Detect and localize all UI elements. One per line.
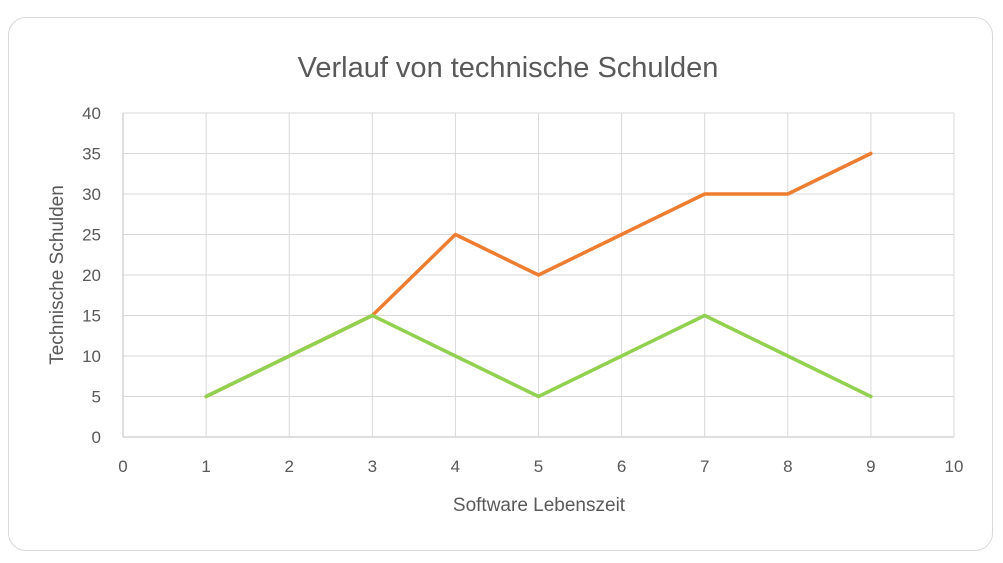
y-tick-label: 30 [82,185,101,204]
y-tick-label: 5 [92,388,101,407]
y-tick-label: 20 [82,266,101,285]
y-tick-label: 35 [82,145,101,164]
x-tick-label: 8 [783,457,792,476]
y-tick-label: 0 [92,428,101,447]
x-tick-label: 7 [700,457,709,476]
y-tick-label: 25 [82,226,101,245]
x-tick-label: 4 [451,457,460,476]
series-lines [204,151,873,399]
y-tick-label: 40 [82,104,101,123]
series-line-2 [204,313,873,399]
x-axis-label: Software Lebenszeit [453,495,626,516]
x-tick-label: 6 [617,457,626,476]
chart-title: Verlauf von technische Schulden [298,52,719,84]
x-tick-label: 2 [284,457,293,476]
x-tick-label: 5 [534,457,543,476]
x-tick-label: 3 [368,457,377,476]
x-tick-label: 1 [201,457,210,476]
x-tick-label: 10 [945,457,964,476]
y-axis-label: Technische Schulden [47,185,68,365]
x-tick-label: 0 [118,457,127,476]
chart-card [8,17,993,551]
tick-labels: 0 5 10 15 20 25 30 35 40 0 1 2 3 4 5 6 7 8 9 10 [82,104,963,476]
y-tick-label: 10 [82,347,101,366]
gridlines [122,112,955,438]
y-tick-label: 15 [82,307,101,326]
x-tick-label: 9 [866,457,875,476]
